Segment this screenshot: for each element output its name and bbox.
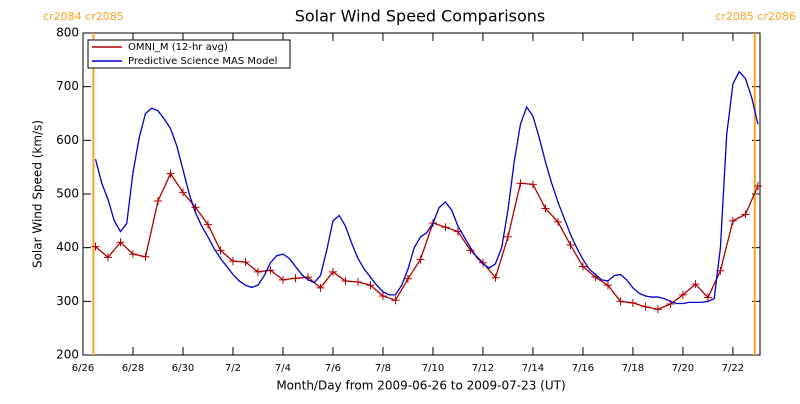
data-point — [291, 274, 300, 283]
data-point — [441, 223, 450, 232]
data-point — [341, 276, 350, 285]
y-tick-label: 800 — [56, 26, 79, 40]
data-point — [366, 281, 375, 290]
data-point — [191, 203, 200, 212]
x-tick-label: 7/22 — [722, 363, 744, 374]
data-point — [741, 210, 750, 219]
legend-box — [87, 39, 291, 69]
data-point — [203, 220, 212, 229]
data-point — [278, 275, 287, 284]
boundary-label: cr2085 cr2086 — [715, 10, 796, 23]
data-point — [753, 181, 762, 190]
data-point — [253, 267, 262, 276]
data-point — [228, 257, 237, 266]
data-point — [728, 216, 737, 225]
data-point — [141, 252, 150, 261]
data-point — [603, 281, 612, 290]
y-tick-label: 400 — [56, 240, 79, 254]
data-point — [328, 267, 337, 276]
x-tick-label: 7/10 — [422, 363, 444, 374]
x-tick-label: 6/28 — [122, 363, 144, 374]
data-point — [503, 232, 512, 241]
y-tick-label: 700 — [56, 79, 79, 93]
data-point — [103, 253, 112, 262]
x-tick-label: 7/12 — [472, 363, 494, 374]
data-point — [316, 283, 325, 292]
legend-label: OMNI_M (12-hr avg) — [128, 42, 228, 53]
x-tick-label: 7/4 — [275, 363, 291, 374]
data-point — [566, 240, 575, 249]
series-line — [94, 70, 759, 305]
x-tick-label: 7/16 — [572, 363, 594, 374]
x-tick-label: 6/26 — [72, 363, 94, 374]
data-point — [628, 298, 637, 307]
x-tick-label: 7/14 — [522, 363, 544, 374]
x-tick-label: 6/30 — [172, 363, 194, 374]
data-point — [353, 278, 362, 287]
data-point — [416, 255, 425, 264]
data-point — [528, 180, 537, 189]
data-point — [153, 196, 162, 205]
data-point — [178, 188, 187, 197]
data-point — [653, 305, 662, 314]
data-point — [516, 179, 525, 188]
chart-title: Solar Wind Speed Comparisons — [295, 7, 546, 26]
data-point — [641, 302, 650, 311]
data-point — [116, 238, 125, 247]
boundary-label: cr2084 cr2085 — [43, 10, 124, 23]
data-point — [678, 290, 687, 299]
data-point — [166, 169, 175, 178]
data-point — [378, 291, 387, 300]
x-tick-label: 7/8 — [375, 363, 391, 374]
data-point — [216, 246, 225, 255]
data-point — [91, 242, 100, 251]
data-point — [241, 258, 250, 267]
y-tick-label: 300 — [56, 294, 79, 308]
x-axis-label: Month/Day from 2009-06-26 to 2009-07-23 … — [276, 379, 565, 393]
y-tick-label: 500 — [56, 187, 79, 201]
data-point — [578, 262, 587, 271]
data-point — [703, 293, 712, 302]
x-tick-label: 7/6 — [325, 363, 341, 374]
data-point — [391, 296, 400, 305]
y-tick-label: 200 — [56, 348, 79, 362]
data-point — [616, 297, 625, 306]
legend-label: Predictive Science MAS Model — [128, 56, 277, 67]
y-axis-label: Solar Wind Speed (km/s) — [31, 120, 45, 268]
data-point — [691, 280, 700, 289]
data-point — [478, 258, 487, 267]
x-tick-label: 7/20 — [672, 363, 694, 374]
y-tick-label: 600 — [56, 133, 79, 147]
x-tick-label: 7/18 — [622, 363, 644, 374]
x-tick-label: 7/2 — [225, 363, 241, 374]
data-point — [541, 204, 550, 213]
data-point — [553, 217, 562, 226]
data-point — [403, 274, 412, 283]
data-point — [491, 273, 500, 282]
data-point — [128, 250, 137, 259]
data-point — [266, 266, 275, 275]
